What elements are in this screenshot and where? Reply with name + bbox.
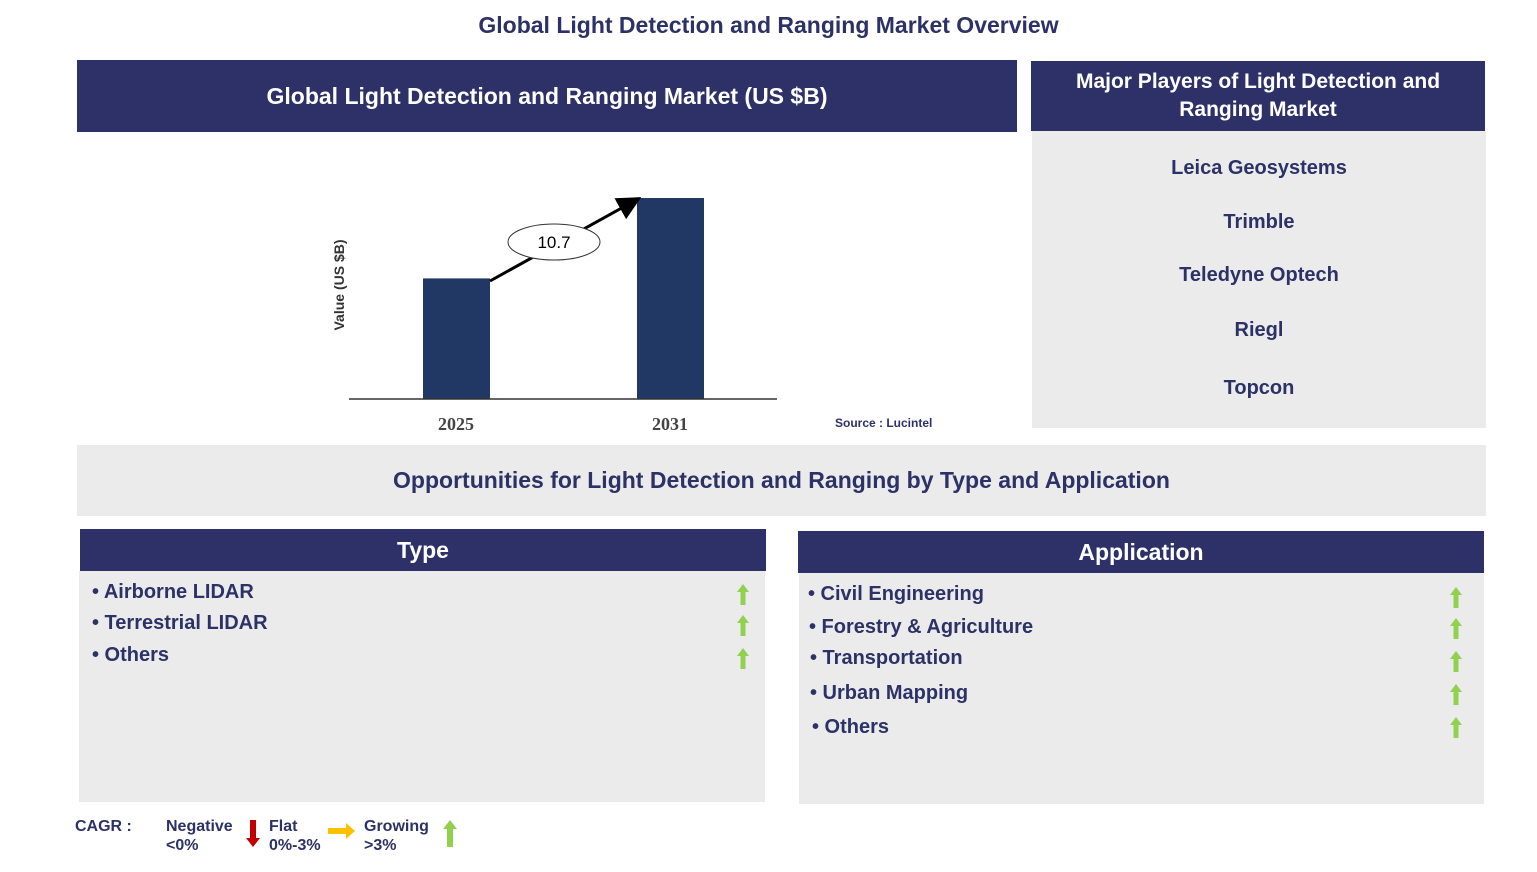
type-panel xyxy=(79,571,765,802)
legend-flat-label: Flat xyxy=(269,818,298,835)
growing-arrow-icon xyxy=(737,648,749,669)
player-item: Teledyne Optech xyxy=(1179,264,1339,286)
player-item: Topcon xyxy=(1223,377,1295,399)
market-panel-header: Global Light Detection and Ranging Marke… xyxy=(77,60,1017,132)
market-chart: Value (US $B) 2025 2031 10.7 Source : Luc… xyxy=(331,197,932,434)
legend-negative: Negative <0% xyxy=(166,817,233,855)
legend-flat-range: 0%-3% xyxy=(269,837,321,854)
up-arrow-icon xyxy=(443,820,457,847)
type-item: • Airborne LIDAR xyxy=(92,581,254,603)
player-item: Trimble xyxy=(1223,211,1295,233)
player-item: Riegl xyxy=(1234,319,1284,341)
growing-arrow-icon xyxy=(1450,717,1462,738)
legend-growing-label: Growing xyxy=(364,818,429,835)
cagr-legend-label: CAGR : xyxy=(75,818,132,835)
x-tick-label: 2025 xyxy=(438,414,474,434)
growing-arrow-icon xyxy=(737,584,749,605)
application-item: • Urban Mapping xyxy=(810,682,969,704)
bar-2031 xyxy=(637,198,704,399)
cagr-value: 10.7 xyxy=(537,233,570,252)
page-title: Global Light Detection and Ranging Marke… xyxy=(478,12,1059,38)
right-arrow-icon xyxy=(328,823,355,839)
player-item: Leica Geosystems xyxy=(1171,157,1347,179)
growing-arrow-icon xyxy=(1450,684,1462,705)
players-panel xyxy=(1032,131,1486,428)
legend-growing-range: >3% xyxy=(364,837,397,854)
application-item: • Civil Engineering xyxy=(808,583,984,605)
growing-arrow-icon xyxy=(1450,651,1462,672)
bar-2025 xyxy=(423,278,490,399)
legend-negative-range: <0% xyxy=(166,837,199,854)
type-item: • Others xyxy=(92,644,170,666)
cagr-bubble xyxy=(507,223,601,261)
growing-arrow-icon xyxy=(1450,618,1462,639)
players-header: Major Players of Light Detection and Ran… xyxy=(1031,61,1485,131)
legend-growing: Growing >3% xyxy=(364,817,429,855)
opportunities-header: Opportunities for Light Detection and Ra… xyxy=(77,445,1486,516)
application-item: • Others xyxy=(812,716,890,738)
x-tick-label: 2031 xyxy=(652,414,688,434)
down-arrow-icon xyxy=(246,820,260,847)
growing-arrow-icon xyxy=(1450,587,1462,608)
growing-arrow-icon xyxy=(737,615,749,636)
y-axis-label: Value (US $B) xyxy=(331,239,347,330)
application-header: Application xyxy=(798,531,1484,573)
type-header: Type xyxy=(80,529,766,571)
type-item: • Terrestrial LIDAR xyxy=(92,612,268,634)
application-item: • Transportation xyxy=(810,647,963,669)
application-panel xyxy=(799,573,1484,804)
legend-flat: Flat 0%-3% xyxy=(269,817,321,855)
legend-negative-label: Negative xyxy=(166,818,233,835)
application-item: • Forestry & Agriculture xyxy=(809,616,1034,638)
source-label: Source : Lucintel xyxy=(835,416,932,430)
